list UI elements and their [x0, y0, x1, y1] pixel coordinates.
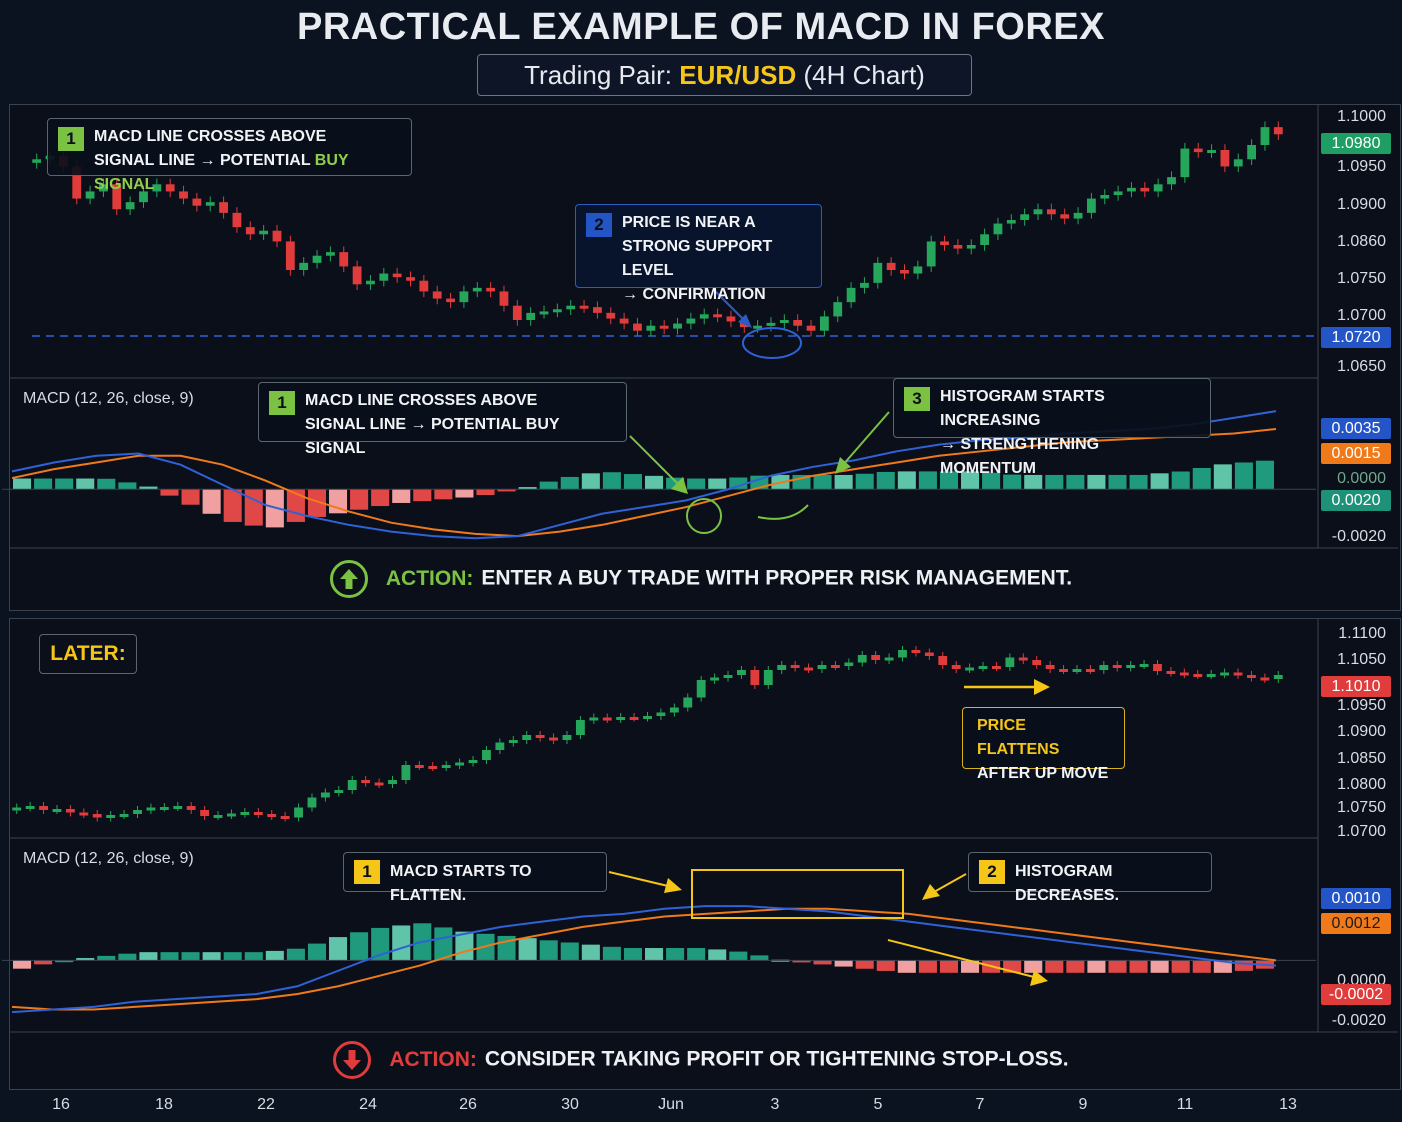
- callout-histogram-decreases: 2 HISTOGRAM DECREASES.: [968, 852, 1212, 892]
- action-take-profit: ACTION: CONSIDER TAKING PROFIT OR TIGHTEN…: [0, 1041, 1402, 1079]
- macd-tick: -0.0020: [1332, 1012, 1386, 1030]
- signal-value-badge: 0.0012: [1321, 913, 1391, 934]
- x-tick: 11: [1177, 1096, 1194, 1114]
- action-text: CONSIDER TAKING PROFIT OR TIGHTENING STO…: [485, 1048, 1069, 1071]
- price-tick: 1.0800: [1337, 776, 1386, 794]
- price-tick: 1.0750: [1337, 799, 1386, 817]
- price-tick: 1.1050: [1337, 651, 1386, 669]
- x-tick: 9: [1079, 1096, 1088, 1114]
- price-tick: 1.0850: [1337, 750, 1386, 768]
- macd-value-badge: 0.0010: [1321, 888, 1391, 909]
- macd-indicator-label: MACD (12, 26, close, 9): [23, 850, 194, 868]
- histogram-value-badge: -0.0002: [1321, 984, 1391, 1005]
- callout-macd-flatten: 1 MACD STARTS TO FLATTEN.: [343, 852, 607, 892]
- x-tick: 30: [561, 1096, 579, 1114]
- step-badge: 1: [354, 860, 380, 884]
- x-tick: 18: [155, 1096, 173, 1114]
- callout-text: AFTER UP MOVE: [977, 762, 1112, 786]
- price-tick: 1.0950: [1337, 697, 1386, 715]
- x-tick: 5: [874, 1096, 883, 1114]
- callout-text: HISTOGRAM DECREASES.: [1015, 860, 1199, 908]
- price-tick: 1.1100: [1338, 625, 1386, 643]
- callout-text: FLATTENS: [977, 741, 1059, 758]
- arrow-down-circle-icon: [333, 1041, 371, 1079]
- x-tick: 7: [976, 1096, 985, 1114]
- callout-text: PRICE: [977, 717, 1026, 734]
- x-tick: 24: [359, 1096, 377, 1114]
- price-tick: 1.0900: [1337, 723, 1386, 741]
- x-tick: 22: [257, 1096, 275, 1114]
- callout-text: MACD STARTS TO FLATTEN.: [390, 860, 594, 908]
- last-price-badge: 1.1010: [1321, 676, 1391, 697]
- bottom-chart-canvas[interactable]: [0, 0, 1402, 1122]
- price-tick: 1.0700: [1337, 823, 1386, 841]
- later-label: LATER:: [39, 634, 137, 674]
- action-label: ACTION:: [389, 1048, 477, 1071]
- x-tick: 3: [771, 1096, 780, 1114]
- x-tick: 13: [1279, 1096, 1297, 1114]
- x-tick: Jun: [658, 1096, 684, 1114]
- callout-price-flattens: PRICE FLATTENS AFTER UP MOVE: [962, 707, 1125, 769]
- step-badge: 2: [979, 860, 1005, 884]
- x-tick: 26: [459, 1096, 477, 1114]
- x-tick: 16: [52, 1096, 70, 1114]
